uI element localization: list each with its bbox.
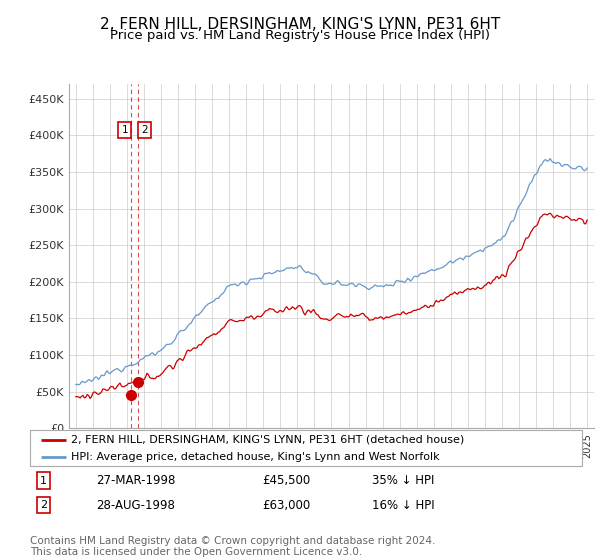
Text: 2: 2	[40, 500, 47, 510]
Text: 16% ↓ HPI: 16% ↓ HPI	[372, 499, 435, 512]
Text: 2, FERN HILL, DERSINGHAM, KING'S LYNN, PE31 6HT: 2, FERN HILL, DERSINGHAM, KING'S LYNN, P…	[100, 17, 500, 32]
Text: 27-MAR-1998: 27-MAR-1998	[96, 474, 176, 487]
Text: 2, FERN HILL, DERSINGHAM, KING'S LYNN, PE31 6HT (detached house): 2, FERN HILL, DERSINGHAM, KING'S LYNN, P…	[71, 435, 464, 445]
Text: £63,000: £63,000	[262, 499, 310, 512]
Text: £45,500: £45,500	[262, 474, 310, 487]
Text: 28-AUG-1998: 28-AUG-1998	[96, 499, 175, 512]
FancyBboxPatch shape	[30, 430, 582, 466]
Text: 1: 1	[122, 125, 128, 135]
Text: 1: 1	[40, 475, 47, 486]
Text: 35% ↓ HPI: 35% ↓ HPI	[372, 474, 434, 487]
Text: 2: 2	[141, 125, 148, 135]
Text: Price paid vs. HM Land Registry's House Price Index (HPI): Price paid vs. HM Land Registry's House …	[110, 29, 490, 42]
Text: HPI: Average price, detached house, King's Lynn and West Norfolk: HPI: Average price, detached house, King…	[71, 452, 440, 462]
Text: Contains HM Land Registry data © Crown copyright and database right 2024.
This d: Contains HM Land Registry data © Crown c…	[30, 535, 436, 557]
